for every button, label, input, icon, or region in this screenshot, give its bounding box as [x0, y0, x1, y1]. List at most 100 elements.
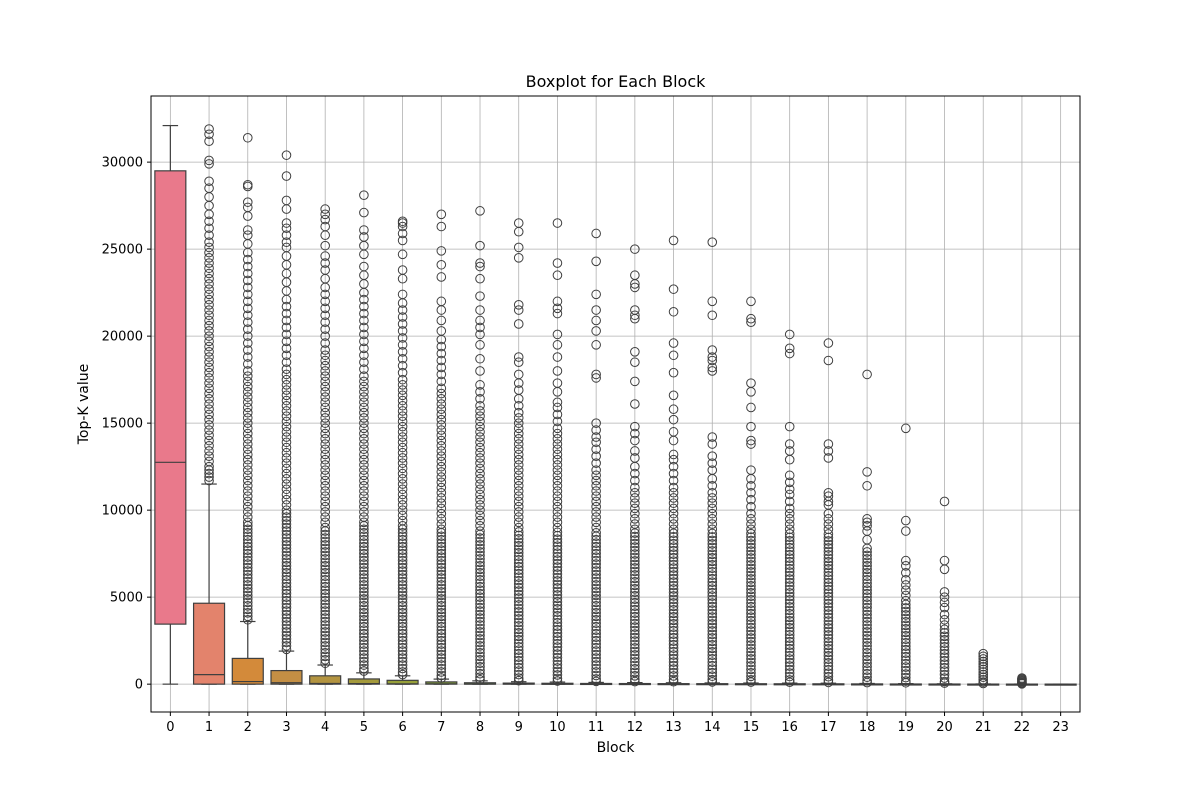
outlier-point: [901, 580, 911, 590]
outlier-point: [862, 514, 872, 524]
outlier-point: [475, 658, 485, 669]
outlier-point: [513, 439, 524, 449]
outlier-point: [823, 439, 834, 449]
outlier-point: [591, 611, 601, 622]
outlier-point: [320, 543, 330, 554]
outlier-point: [436, 414, 447, 425]
outlier-point: [746, 501, 756, 512]
outlier-point: [281, 637, 292, 648]
outlier-point: [746, 598, 756, 609]
outlier-point: [862, 602, 872, 613]
outlier-point: [630, 244, 640, 254]
outlier-point: [784, 343, 795, 354]
outlier-point: [552, 541, 563, 551]
outlier-point: [281, 500, 292, 510]
outlier-point: [281, 380, 292, 390]
outlier-point: [359, 357, 369, 368]
outlier-point: [668, 615, 679, 626]
outlier-point: [668, 570, 679, 580]
outlier-point: [204, 136, 214, 147]
outlier-point: [204, 310, 214, 321]
outlier-point: [552, 659, 563, 670]
outlier-point: [784, 616, 795, 626]
outlier-point: [281, 369, 292, 380]
outlier-point: [901, 526, 911, 536]
outlier-point: [436, 621, 447, 632]
outlier-point: [436, 601, 447, 611]
outlier-point: [397, 566, 408, 576]
outlier-point: [707, 615, 718, 626]
outlier-point: [552, 308, 563, 319]
outlier-point: [668, 605, 679, 615]
outlier-point: [707, 458, 718, 468]
outlier-point: [320, 434, 330, 444]
outlier-point: [823, 487, 834, 498]
outlier-point: [397, 442, 408, 453]
outlier-point: [823, 567, 834, 578]
outlier-point: [823, 598, 834, 609]
outlier-point: [591, 451, 601, 462]
outlier-point: [204, 341, 214, 352]
outlier-point: [707, 629, 718, 640]
outlier-point: [281, 350, 292, 361]
outlier-point: [630, 615, 640, 625]
outlier-point: [475, 616, 485, 627]
outlier-point: [591, 656, 601, 667]
outlier-point: [552, 638, 563, 649]
outlier-point: [359, 376, 369, 387]
outlier-point: [436, 569, 447, 580]
outlier-point: [746, 664, 756, 675]
outlier-point: [320, 371, 330, 381]
outlier-point: [630, 664, 640, 674]
outlier-point: [359, 190, 369, 200]
y-axis-label: Top-K value: [76, 364, 92, 446]
outlier-point: [630, 573, 640, 584]
outlier-point: [242, 548, 253, 559]
outlier-point: [668, 591, 679, 601]
outlier-point: [784, 549, 795, 560]
outlier-point: [823, 536, 834, 546]
outlier-point: [281, 494, 292, 505]
outlier-point: [978, 664, 989, 675]
outlier-point: [320, 350, 330, 361]
outlier-point: [475, 240, 485, 251]
outlier-point: [397, 326, 408, 336]
outlier-point: [591, 670, 601, 681]
outlier-point: [242, 524, 253, 535]
outlier-point: [707, 535, 718, 546]
outlier-point: [281, 195, 292, 206]
outlier-point: [242, 381, 253, 392]
outlier-point: [552, 501, 563, 512]
outlier-point: [475, 654, 485, 665]
outlier-point: [668, 524, 679, 535]
x-tick-label: 6: [398, 720, 406, 735]
outlier-point: [204, 435, 214, 446]
outlier-point: [939, 620, 950, 630]
outlier-point: [359, 491, 369, 502]
outlier-point: [784, 470, 795, 481]
outlier-point: [204, 393, 214, 404]
outlier-point: [320, 616, 330, 627]
outlier-point: [281, 223, 292, 234]
outlier-point: [939, 673, 950, 683]
outlier-point: [823, 644, 834, 654]
outlier-point: [513, 568, 524, 579]
outlier-point: [823, 668, 834, 678]
outlier-point: [436, 221, 447, 232]
outlier-point: [281, 385, 292, 395]
outlier-point: [359, 628, 369, 639]
outlier-point: [475, 463, 485, 474]
outlier-point: [823, 623, 834, 633]
outlier-point: [436, 430, 447, 441]
outlier-point: [862, 672, 872, 682]
outlier-point: [668, 643, 679, 653]
outlier-point: [591, 639, 601, 649]
outlier-point: [397, 505, 408, 515]
outlier-point: [242, 444, 253, 455]
outlier-point: [281, 613, 292, 623]
outlier-point: [630, 556, 640, 566]
outlier-point: [397, 597, 408, 608]
outlier-point: [281, 522, 292, 533]
outlier-point: [281, 364, 292, 374]
